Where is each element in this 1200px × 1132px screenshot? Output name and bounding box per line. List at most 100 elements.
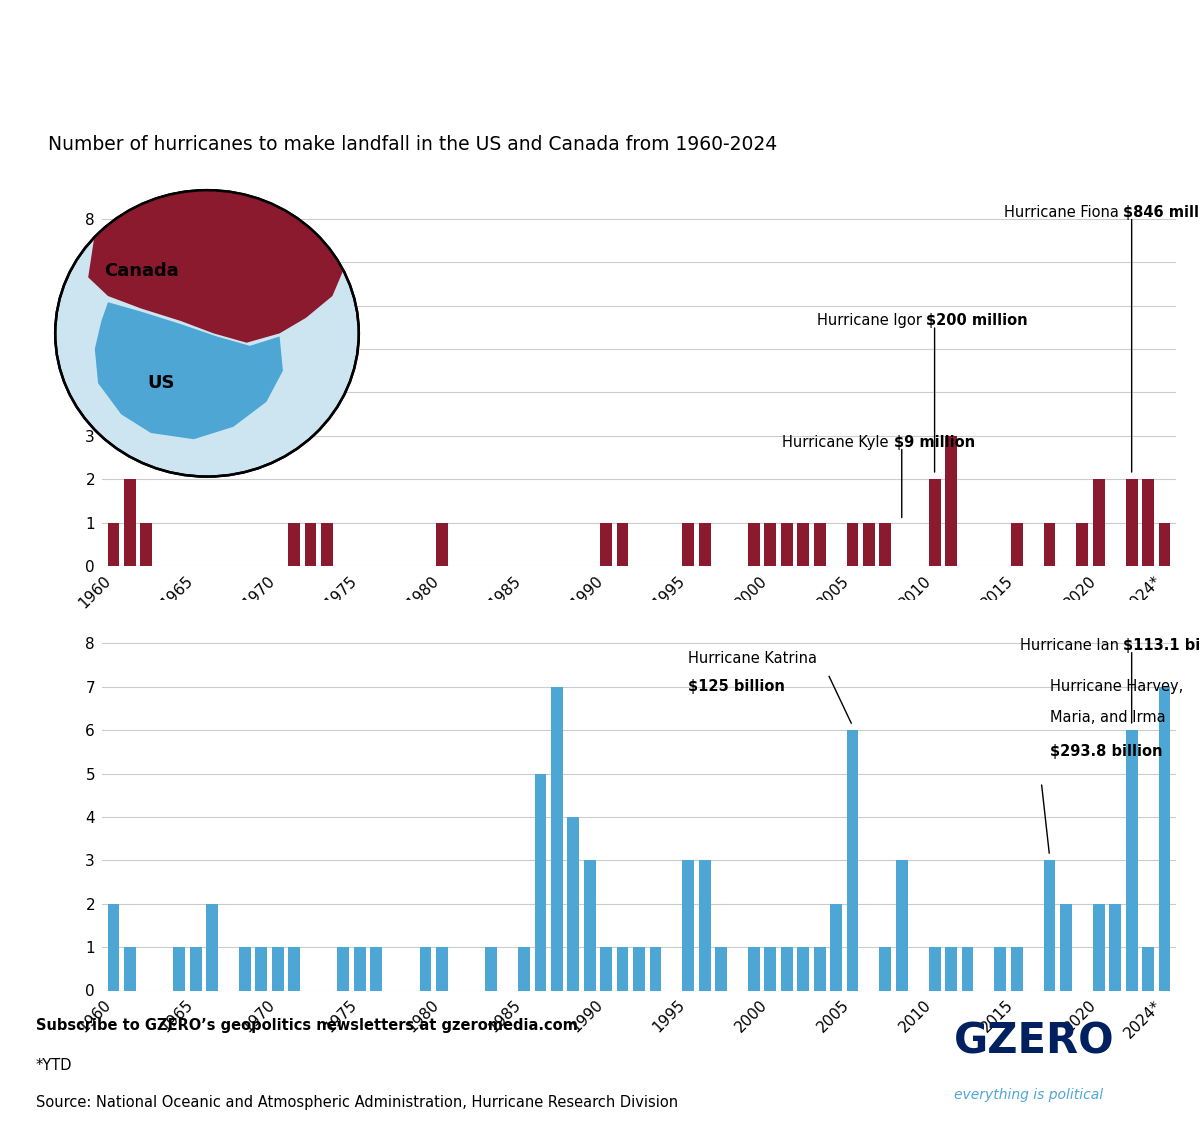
Bar xyxy=(1142,947,1154,990)
Bar xyxy=(256,947,268,990)
Text: $200 million: $200 million xyxy=(926,314,1028,328)
Bar xyxy=(946,947,956,990)
Bar xyxy=(781,523,793,566)
Bar xyxy=(288,523,300,566)
Bar xyxy=(929,479,941,566)
Bar xyxy=(108,903,120,990)
Text: everything is political: everything is political xyxy=(954,1088,1103,1101)
Bar xyxy=(617,947,629,990)
Bar xyxy=(1060,903,1072,990)
Text: Hurricanes in US and Canada: Hurricanes in US and Canada xyxy=(30,37,1046,97)
Bar xyxy=(518,947,530,990)
Text: Number of hurricanes to make landfall in the US and Canada from 1960-2024: Number of hurricanes to make landfall in… xyxy=(48,136,778,154)
Text: Source: National Oceanic and Atmospheric Administration, Hurricane Research Divi: Source: National Oceanic and Atmospheric… xyxy=(36,1095,678,1110)
Bar xyxy=(1076,523,1088,566)
Bar xyxy=(797,947,809,990)
Bar xyxy=(683,860,694,990)
Bar xyxy=(1093,903,1105,990)
Bar xyxy=(1044,860,1056,990)
Bar xyxy=(946,436,956,566)
Bar xyxy=(584,860,595,990)
Bar xyxy=(190,947,202,990)
Text: $293.8 billion: $293.8 billion xyxy=(1050,745,1162,760)
Bar xyxy=(1109,903,1121,990)
Bar xyxy=(1126,730,1138,990)
Bar xyxy=(764,523,776,566)
Bar xyxy=(764,947,776,990)
Bar xyxy=(1093,479,1105,566)
Bar xyxy=(896,860,907,990)
Text: US: US xyxy=(148,375,174,392)
Bar xyxy=(781,947,793,990)
Bar xyxy=(420,947,432,990)
Bar xyxy=(797,523,809,566)
Text: Hurricane Harvey,: Hurricane Harvey, xyxy=(1050,679,1183,694)
Bar xyxy=(371,947,382,990)
Bar xyxy=(698,523,710,566)
Polygon shape xyxy=(95,302,283,439)
Bar xyxy=(108,523,120,566)
Bar xyxy=(748,947,760,990)
Text: Hurricane Igor: Hurricane Igor xyxy=(817,314,926,328)
Text: $846 million: $846 million xyxy=(1123,205,1200,220)
Text: Maria, and Irma: Maria, and Irma xyxy=(1050,710,1165,724)
Bar xyxy=(206,903,218,990)
Bar xyxy=(649,947,661,990)
Text: Hurricane Kyle: Hurricane Kyle xyxy=(782,435,894,449)
Bar xyxy=(814,523,826,566)
Bar xyxy=(485,947,497,990)
Bar xyxy=(846,730,858,990)
Text: Canada: Canada xyxy=(103,263,179,280)
Bar xyxy=(124,947,136,990)
Text: Hurricane Fiona: Hurricane Fiona xyxy=(1004,205,1123,220)
Bar xyxy=(863,523,875,566)
Bar xyxy=(961,947,973,990)
Bar xyxy=(239,947,251,990)
Bar xyxy=(551,687,563,990)
Bar xyxy=(715,947,727,990)
Bar xyxy=(272,947,283,990)
Bar xyxy=(683,523,694,566)
Text: *YTD: *YTD xyxy=(36,1057,72,1073)
Bar xyxy=(568,817,580,990)
Bar xyxy=(1158,523,1170,566)
Bar xyxy=(288,947,300,990)
Bar xyxy=(634,947,644,990)
Bar xyxy=(354,947,366,990)
Bar xyxy=(1142,479,1154,566)
Bar xyxy=(124,479,136,566)
Text: $125 billion: $125 billion xyxy=(689,679,785,694)
Text: Hurricane Katrina: Hurricane Katrina xyxy=(689,651,817,666)
Bar xyxy=(929,947,941,990)
Bar xyxy=(1010,947,1022,990)
Bar xyxy=(140,523,152,566)
Bar xyxy=(617,523,629,566)
Text: $113.1 billion: $113.1 billion xyxy=(1123,638,1200,653)
Bar xyxy=(995,947,1006,990)
Bar xyxy=(436,523,448,566)
Text: GZERO: GZERO xyxy=(954,1020,1115,1062)
Polygon shape xyxy=(89,187,346,343)
Bar xyxy=(1010,523,1022,566)
Bar xyxy=(880,947,892,990)
Bar xyxy=(1158,687,1170,990)
Text: Hurricane Ian: Hurricane Ian xyxy=(1020,638,1123,653)
Bar xyxy=(305,523,317,566)
Bar xyxy=(880,523,892,566)
Bar xyxy=(1126,479,1138,566)
Text: $9 million: $9 million xyxy=(894,435,974,449)
Text: Subscribe to GZERO’s geopolitics newsletters at gzeromedia.com: Subscribe to GZERO’s geopolitics newslet… xyxy=(36,1018,578,1032)
Bar xyxy=(846,523,858,566)
Bar xyxy=(534,773,546,990)
Bar xyxy=(436,947,448,990)
Bar xyxy=(322,523,332,566)
Bar xyxy=(698,860,710,990)
Bar xyxy=(600,523,612,566)
Bar xyxy=(748,523,760,566)
Bar xyxy=(173,947,185,990)
Bar xyxy=(830,903,842,990)
Bar xyxy=(814,947,826,990)
Bar xyxy=(337,947,349,990)
Bar xyxy=(600,947,612,990)
Circle shape xyxy=(55,190,359,477)
